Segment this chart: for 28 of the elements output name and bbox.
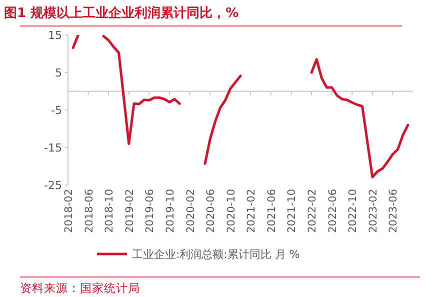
line-series: [102, 35, 181, 145]
y-tick-label: 15: [48, 29, 62, 42]
line-series: [310, 58, 410, 178]
text: 资料来源：国家统计局: [20, 281, 140, 295]
x-tick-label: 2020-06: [205, 188, 218, 233]
x-tick-label: 2023-06: [388, 188, 400, 233]
x-tick-label: 2022-06: [326, 188, 339, 233]
x-tick-label: 2020-02: [184, 189, 197, 233]
x-tick-label: 2021-02: [246, 189, 258, 233]
x-tick-label: 2018-02: [63, 189, 75, 233]
x-tick-label: 2019-10: [164, 189, 176, 233]
legend-label: 工业企业:利润总额:累计同比 月 %: [132, 248, 300, 261]
y-tick-label: -15: [44, 142, 62, 154]
x-tick-label: 2018-10: [104, 189, 116, 233]
line-series: [204, 74, 242, 165]
y-tick-label: 5: [55, 66, 62, 80]
x-tick-label: 2023-02: [367, 189, 380, 233]
x-tick-label: 2022-02: [306, 189, 319, 233]
x-tick-label: 2022-10: [347, 189, 360, 233]
x-tick-label: 2019-06: [144, 188, 156, 233]
title: 图1 规模以上工业企业利润累计同比，%: [4, 6, 239, 21]
x-tick-label: 2021-06: [266, 188, 278, 233]
x-tick-label: 2021-10: [286, 189, 298, 233]
x-tick-label: 2019-02: [124, 189, 136, 233]
x-tick-label: 2018-06: [83, 188, 96, 233]
x-tick-label: 2020-10: [225, 189, 238, 233]
y-tick-label: -25: [44, 179, 62, 192]
y-tick-label: -5: [51, 104, 62, 117]
